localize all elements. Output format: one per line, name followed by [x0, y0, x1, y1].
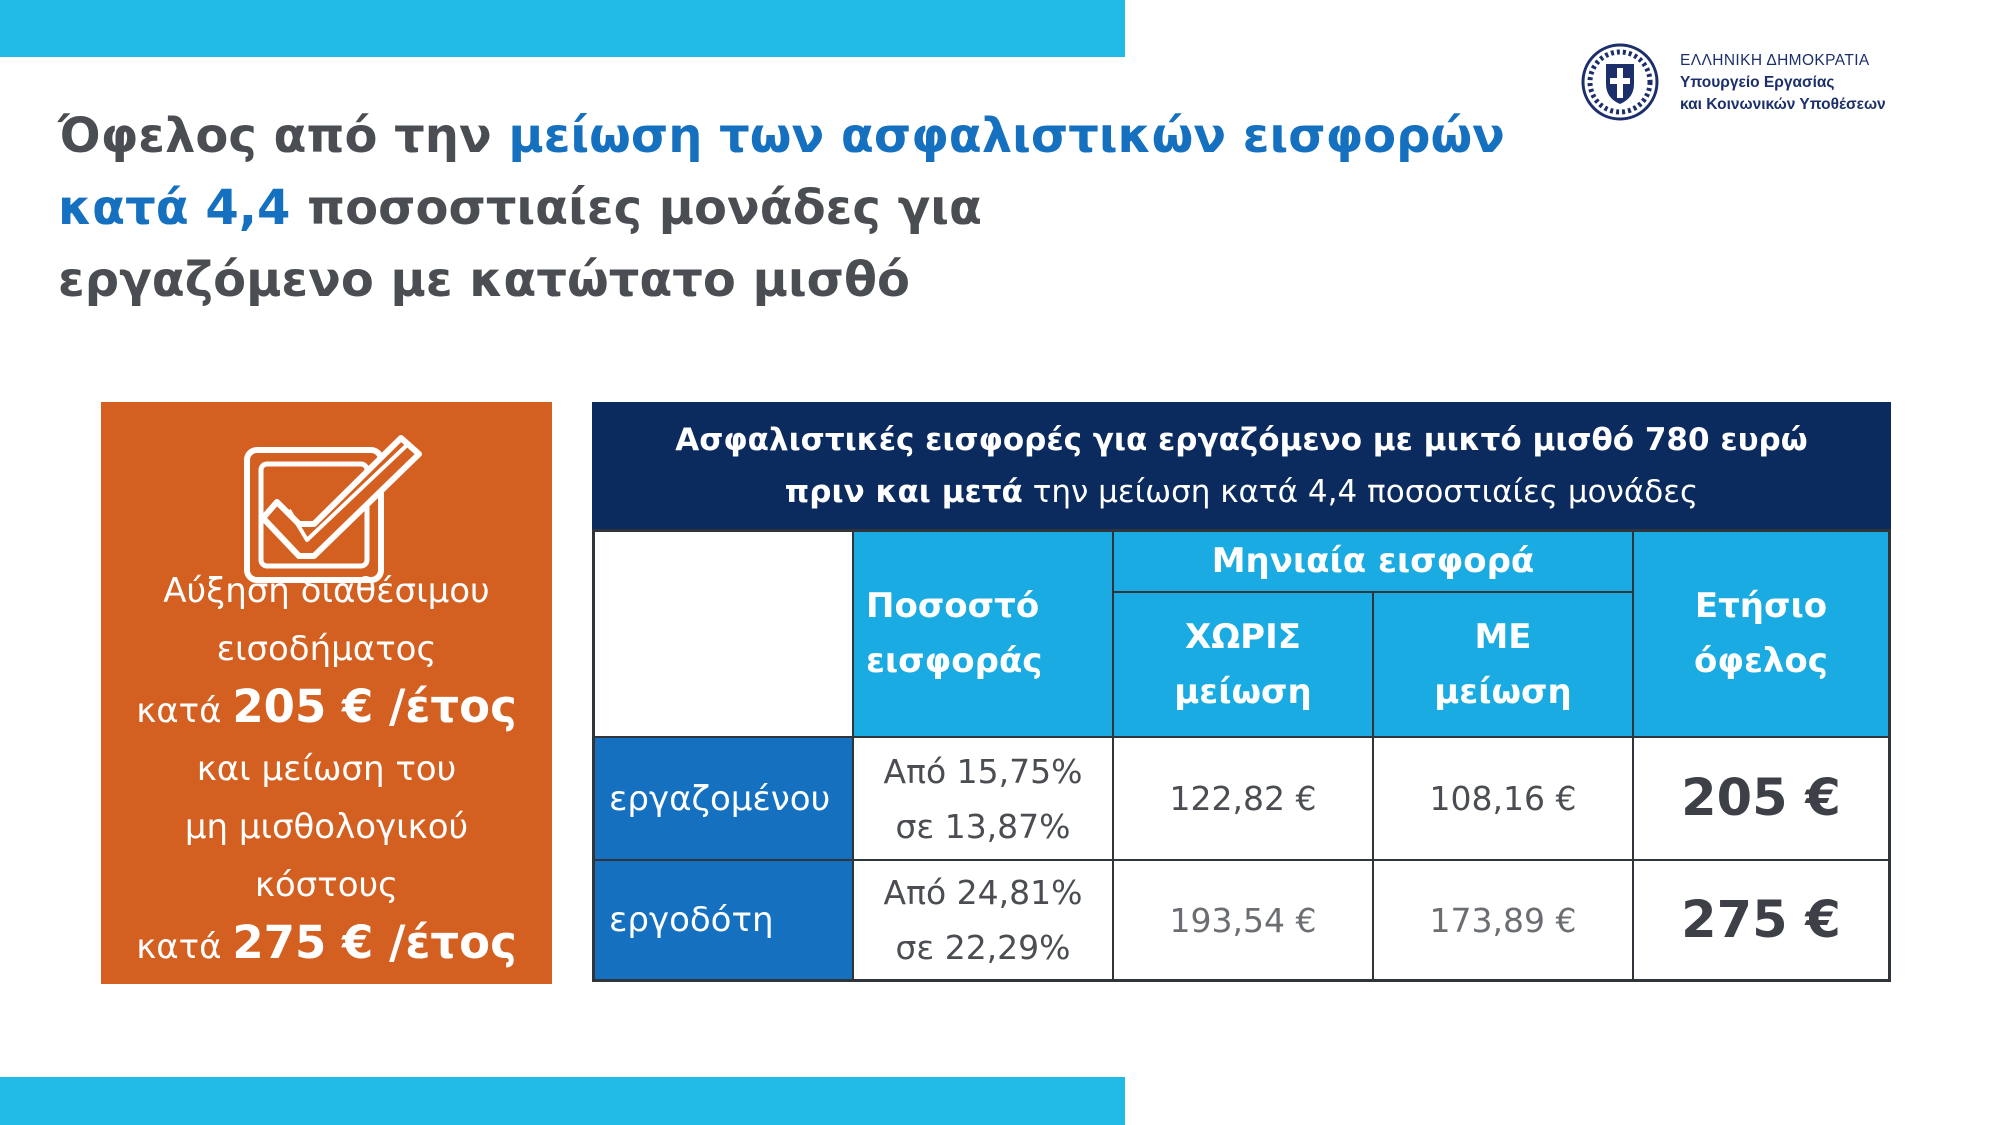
cost-amount: 275 € /έτος — [232, 916, 517, 969]
monthly-column-header: Μηνιαία εισφορά — [1113, 531, 1633, 592]
without-reduction-header: ΧΩΡΙΣ μείωση — [1113, 592, 1373, 737]
box-prefix: κατά — [136, 691, 233, 731]
box-line: κόστους — [254, 865, 399, 905]
ministry-line: ΕΛΛΗΝΙΚΗ ΔΗΜΟΚΡΑΤΙΑ — [1680, 52, 1870, 69]
rate-column-header: Ποσοστό εισφοράς — [853, 531, 1113, 737]
ministry-name: ΕΛΛΗΝΙΚΗ ΔΗΜΟΚΡΑΤΙΑ Υπουργείο Εργασίας κ… — [1680, 50, 1886, 116]
box-line: Αύξηση διαθέσιμου — [163, 571, 490, 611]
contributions-table: Ποσοστό εισφοράς Μηνιαία εισφορά ΧΩΡΙΣ μεί… — [592, 529, 1891, 982]
income-increase-text: Αύξηση διαθέσιμου εισοδήματος κατά 205 €… — [101, 562, 552, 976]
amount-value: 173,89 € — [1429, 900, 1577, 940]
header-text: Ποσοστό — [866, 586, 1040, 626]
employee-rate-cell: Από 15,75% σε 13,87% — [853, 737, 1113, 860]
employer-with-cell: 173,89 € — [1373, 860, 1633, 980]
top-accent-bar — [0, 0, 1125, 57]
employee-row-label: εργαζομένου — [594, 737, 853, 860]
employee-without-cell: 122,82 € — [1113, 737, 1373, 860]
table-title-line: Ασφαλιστικές εισφορές για εργαζόμενο με … — [675, 422, 1808, 458]
checkbox-icon — [244, 435, 422, 583]
bottom-accent-bar — [0, 1077, 1125, 1125]
title-part: ποσοστιαίες μονάδες για — [290, 180, 982, 236]
ministry-line: και Κοινωνικών Υποθέσεων — [1680, 96, 1886, 113]
box-line: εισοδήματος — [216, 629, 437, 669]
box-line: κατά 205 € /έτος — [101, 678, 552, 740]
box-prefix: κατά — [136, 927, 233, 967]
amount-value: 108,16 € — [1429, 779, 1577, 818]
rate-value: Από 15,75% — [883, 751, 1083, 791]
header-text: όφελος — [1694, 641, 1828, 681]
greek-emblem-icon — [1581, 43, 1659, 121]
amount-value: 193,54 € — [1169, 900, 1317, 940]
title-part: εργαζόμενο με κατώτατο μισθό — [58, 252, 910, 308]
table-title: Ασφαλιστικές εισφορές για εργαζόμενο με … — [592, 402, 1891, 529]
income-increase-box: Αύξηση διαθέσιμου εισοδήματος κατά 205 €… — [101, 402, 552, 984]
header-text: Μηνιαία εισφορά — [1211, 541, 1535, 581]
title-highlight: κατά 4,4 — [58, 180, 291, 236]
rate-value: σε 13,87% — [895, 806, 1071, 846]
table-title-part: πριν και — [784, 474, 942, 510]
title-highlight: μείωση των ασφαλιστικών εισφορών — [508, 108, 1505, 164]
header-text: ΧΩΡΙΣ — [1185, 616, 1301, 657]
page-title: Όφελος από την μείωση των ασφαλιστικών ε… — [58, 100, 1518, 316]
annual-benefit-header: Ετήσιο όφελος — [1633, 531, 1889, 737]
employer-rate-cell: Από 24,81% σε 22,29% — [853, 860, 1113, 980]
benefit-value: 275 € — [1681, 890, 1841, 950]
ministry-line: Υπουργείο Εργασίας — [1680, 74, 1835, 91]
employee-with-cell: 108,16 € — [1373, 737, 1633, 860]
income-amount: 205 € /έτος — [232, 680, 517, 733]
rate-value: σε 22,29% — [895, 928, 1071, 967]
employer-row-label: εργοδότη — [594, 860, 853, 980]
table-title-part: την μείωση κατά 4,4 ποσοστιαίες μονάδες — [1022, 474, 1699, 510]
employer-without-cell: 193,54 € — [1113, 860, 1373, 980]
header-text: Ετήσιο — [1694, 586, 1828, 626]
header-text: εισφοράς — [866, 641, 1043, 681]
with-reduction-header: ΜΕ μείωση — [1373, 592, 1633, 737]
title-part: Όφελος από την — [58, 108, 509, 164]
header-text: μείωση — [1434, 671, 1572, 712]
employee-benefit-cell: 205 € — [1633, 737, 1889, 860]
row-label: εργοδότη — [609, 900, 774, 940]
box-line: μη μισθολογικού — [184, 807, 469, 847]
empty-corner-cell — [594, 531, 853, 737]
amount-value: 122,82 € — [1169, 779, 1317, 818]
header-text: ΜΕ — [1474, 616, 1532, 657]
ministry-logo: ΕΛΛΗΝΙΚΗ ΔΗΜΟΚΡΑΤΙΑ Υπουργείο Εργασίας κ… — [1580, 42, 1980, 126]
employer-benefit-cell: 275 € — [1633, 860, 1889, 980]
box-line: και μείωση του — [196, 749, 457, 789]
table-title-part: μετά — [941, 474, 1023, 510]
rate-value: Από 24,81% — [883, 873, 1083, 912]
box-line: κατά 275 € /έτος — [101, 914, 552, 976]
table-title-line: πριν και μετά την μείωση κατά 4,4 ποσοστ… — [592, 466, 1891, 518]
header-text: μείωση — [1174, 671, 1312, 712]
row-label: εργαζομένου — [609, 778, 831, 819]
benefit-value: 205 € — [1681, 769, 1841, 828]
